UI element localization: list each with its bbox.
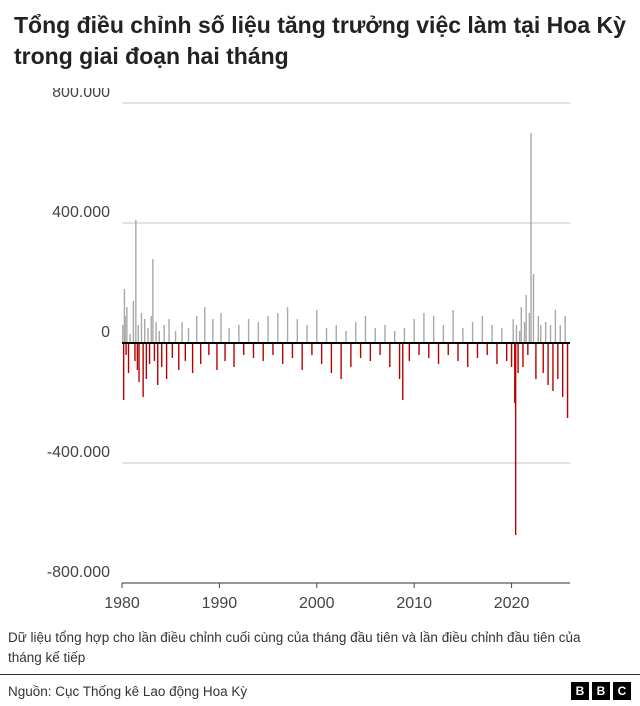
x-tick-label: 1980 — [104, 595, 140, 612]
x-tick-label: 2000 — [299, 595, 335, 612]
source-text: Nguồn: Cục Thống kê Lao động Hoa Kỳ — [8, 684, 248, 699]
y-tick-label: 800.000 — [52, 88, 110, 101]
bbc-logo-letter-c: C — [613, 682, 631, 700]
y-tick-label: 0 — [101, 324, 110, 341]
footer-divider — [0, 674, 640, 675]
x-tick-label: 2020 — [494, 595, 530, 612]
x-tick-label: 2010 — [396, 595, 432, 612]
y-tick-label: -400.000 — [47, 444, 110, 461]
y-tick-labels: 800.000 400.000 0 -400.000 -800.000 — [47, 88, 110, 581]
bbc-logo-letter-b: B — [571, 682, 589, 700]
bars — [122, 133, 569, 535]
chart-title: Tổng điều chỉnh số liệu tăng trưởng việc… — [14, 12, 626, 69]
bbc-logo-letter-b: B — [592, 682, 610, 700]
bbc-logo: B B C — [571, 682, 631, 700]
x-tick-label: 1990 — [202, 595, 238, 612]
y-tick-label: 400.000 — [52, 204, 110, 221]
x-axis: 1980 1990 2000 2010 2020 — [104, 582, 570, 612]
y-tick-label: -800.000 — [47, 564, 110, 581]
chart-note: Dữ liệu tổng hợp cho lần điều chỉnh cuối… — [8, 630, 581, 665]
chart: 800.000 400.000 0 -400.000 -800.000 1980 1990… — [47, 88, 570, 612]
